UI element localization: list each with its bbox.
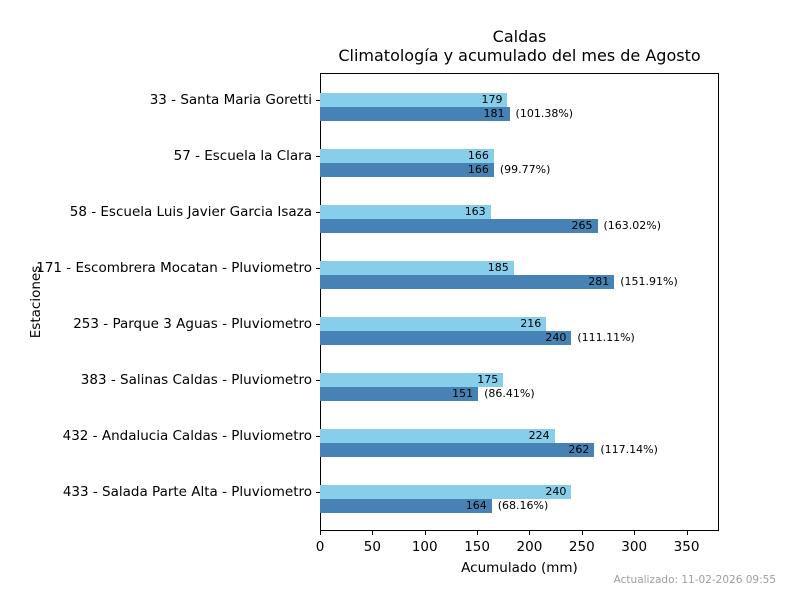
- updated-timestamp: Actualizado: 11-02-2026 09:55: [613, 574, 776, 586]
- plot-area: [320, 73, 719, 531]
- chart-title: Caldas Climatología y acumulado del mes …: [320, 27, 719, 65]
- bar-climatologia: [320, 205, 491, 219]
- x-tick-label: 350: [673, 539, 700, 555]
- x-axis-label: Acumulado (mm): [461, 560, 578, 576]
- bar-acumulado: [320, 331, 572, 345]
- chart-title-line1: Caldas: [492, 27, 547, 46]
- bar-climatologia: [320, 149, 494, 163]
- y-tick-mark: [316, 100, 320, 101]
- bar-value-label-acumulado: 151: [452, 387, 474, 400]
- x-tick-mark: [477, 531, 479, 535]
- bar-percentage-label: (111.11%): [577, 331, 635, 344]
- y-tick-label: 432 - Andalucia Caldas - Pluviometro: [62, 428, 312, 444]
- y-tick-label: 57 - Escuela la Clara: [173, 148, 312, 164]
- bar-acumulado: [320, 275, 615, 289]
- bar-value-label-acumulado: 281: [588, 275, 610, 288]
- bar-climatologia: [320, 429, 555, 443]
- x-tick-mark: [424, 531, 426, 535]
- bar-acumulado: [320, 387, 479, 401]
- bar-acumulado: [320, 163, 494, 177]
- bar-value-label-climatologia: 224: [528, 429, 550, 442]
- bar-value-label-acumulado: 164: [465, 499, 487, 512]
- bar-climatologia: [320, 261, 514, 275]
- bar-acumulado: [320, 443, 595, 457]
- bar-value-label-climatologia: 240: [545, 485, 567, 498]
- y-tick-label: 383 - Salinas Caldas - Pluviometro: [80, 372, 312, 388]
- y-tick-mark: [316, 436, 320, 437]
- x-tick-mark: [372, 531, 374, 535]
- y-tick-label: 253 - Parque 3 Aguas - Pluviometro: [73, 316, 312, 332]
- bar-value-label-acumulado: 166: [467, 163, 489, 176]
- bar-climatologia: [320, 317, 547, 331]
- bar-percentage-label: (117.14%): [600, 443, 658, 456]
- y-tick-label: 33 - Santa Maria Goretti: [149, 92, 312, 108]
- x-tick-mark: [320, 531, 321, 535]
- y-tick-mark: [316, 156, 320, 157]
- y-tick-mark: [316, 492, 320, 493]
- x-tick-label: 300: [621, 539, 648, 555]
- x-tick-mark: [581, 531, 583, 535]
- bar-value-label-acumulado: 240: [545, 331, 567, 344]
- bar-climatologia: [320, 373, 504, 387]
- y-tick-mark: [316, 212, 320, 213]
- y-tick-label: 171 - Escombrera Mocatan - Pluviometro: [36, 260, 312, 276]
- y-tick-mark: [316, 268, 320, 269]
- y-tick-mark: [316, 324, 320, 325]
- bar-value-label-acumulado: 181: [483, 107, 505, 120]
- x-tick-label: 50: [363, 539, 381, 555]
- bar-climatologia: [320, 93, 508, 107]
- bar-value-label-acumulado: 265: [571, 219, 593, 232]
- x-tick-mark: [686, 531, 688, 535]
- bar-value-label-climatologia: 185: [487, 261, 509, 274]
- chart-title-line2: Climatología y acumulado del mes de Agos…: [338, 46, 701, 65]
- x-tick-label: 200: [516, 539, 543, 555]
- x-tick-mark: [529, 531, 531, 535]
- x-tick-label: 250: [568, 539, 595, 555]
- bar-value-label-climatologia: 216: [520, 317, 542, 330]
- bar-value-label-climatologia: 179: [481, 93, 503, 106]
- x-tick-label: 0: [315, 539, 325, 555]
- y-tick-label: 58 - Escuela Luis Javier Garcia Isaza: [69, 204, 312, 220]
- y-tick-label: 433 - Salada Parte Alta - Pluviometro: [62, 484, 312, 500]
- bar-percentage-label: (68.16%): [497, 499, 549, 512]
- bar-acumulado: [320, 107, 510, 121]
- bar-value-label-climatologia: 163: [464, 205, 486, 218]
- bar-value-label-climatologia: 175: [477, 373, 499, 386]
- x-tick-mark: [634, 531, 636, 535]
- bar-percentage-label: (99.77%): [499, 163, 551, 176]
- x-tick-label: 100: [411, 539, 438, 555]
- bar-percentage-label: (151.91%): [620, 275, 678, 288]
- bar-acumulado: [320, 499, 492, 513]
- bar-value-label-acumulado: 262: [568, 443, 590, 456]
- bar-percentage-label: (86.41%): [484, 387, 535, 400]
- bar-percentage-label: (163.02%): [603, 219, 662, 232]
- bar-value-label-climatologia: 166: [467, 149, 489, 162]
- x-tick-label: 150: [464, 539, 490, 555]
- y-tick-mark: [316, 380, 320, 381]
- bar-acumulado: [320, 219, 598, 233]
- bar-percentage-label: (101.38%): [515, 107, 574, 120]
- bar-climatologia: [320, 485, 572, 499]
